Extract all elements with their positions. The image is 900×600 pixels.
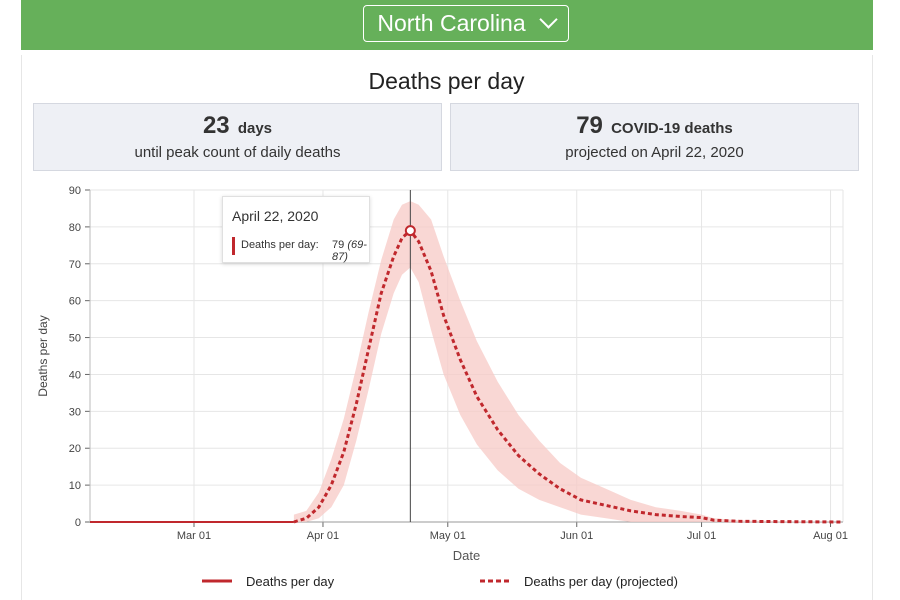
x-tick-label: Mar 01 [177,530,211,542]
y-tick-label: 10 [69,480,81,492]
chart-tooltip: April 22, 2020 Deaths per day: 79 (69-87… [222,196,370,263]
y-tick-label: 80 [69,222,81,234]
legend-label-actual: Deaths per day [246,574,335,589]
tooltip-label: Deaths per day: [241,239,319,251]
tooltip-value: 79 [332,239,345,251]
header-banner: North Carolina [21,0,873,50]
y-tick-label: 0 [75,517,81,529]
stat-caption: until peak count of daily deaths [134,144,341,161]
hover-point-marker [404,225,416,237]
x-axis-title: Date [453,548,480,563]
stat-caption: projected on April 22, 2020 [565,144,744,161]
y-tick-label: 50 [69,333,81,345]
stat-value: 23 [202,112,230,139]
y-tick-label: 40 [69,369,81,381]
series-line-projected [293,228,844,524]
stat-value: 79 [576,112,603,139]
legend-label-projected: Deaths per day (projected) [524,574,678,589]
stat-unit: COVID-19 deaths [611,120,733,137]
tooltip-series-marker [232,237,235,255]
y-tick-label: 60 [69,296,81,308]
y-tick-label: 70 [69,259,81,271]
x-tick-label: Apr 01 [307,530,339,542]
uncertainty-band [293,201,843,522]
state-select-dropdown[interactable]: North Carolina [363,5,569,42]
stat-unit: days [237,120,273,137]
tooltip-value-group: 79 (69-87) [332,239,369,263]
x-tick-label: May 01 [430,530,466,542]
state-select-label: North Carolina [377,10,526,36]
y-axis-title: Deaths per day [36,315,50,396]
stat-card-days-to-peak: 23 days until peak count of daily deaths [33,103,442,171]
tooltip-range: (69-87) [332,239,367,263]
y-tick-label: 90 [69,185,81,197]
x-tick-label: Aug 01 [813,530,848,542]
stat-card-peak-deaths: 79 COVID-19 deaths projected on April 22… [450,103,859,171]
x-tick-label: Jul 01 [687,530,716,542]
tooltip-date: April 22, 2020 [232,208,319,224]
y-tick-label: 20 [69,443,81,455]
y-tick-label: 30 [69,406,81,418]
chart-title: Deaths per day [368,68,525,94]
x-tick-label: Jun 01 [560,530,593,542]
